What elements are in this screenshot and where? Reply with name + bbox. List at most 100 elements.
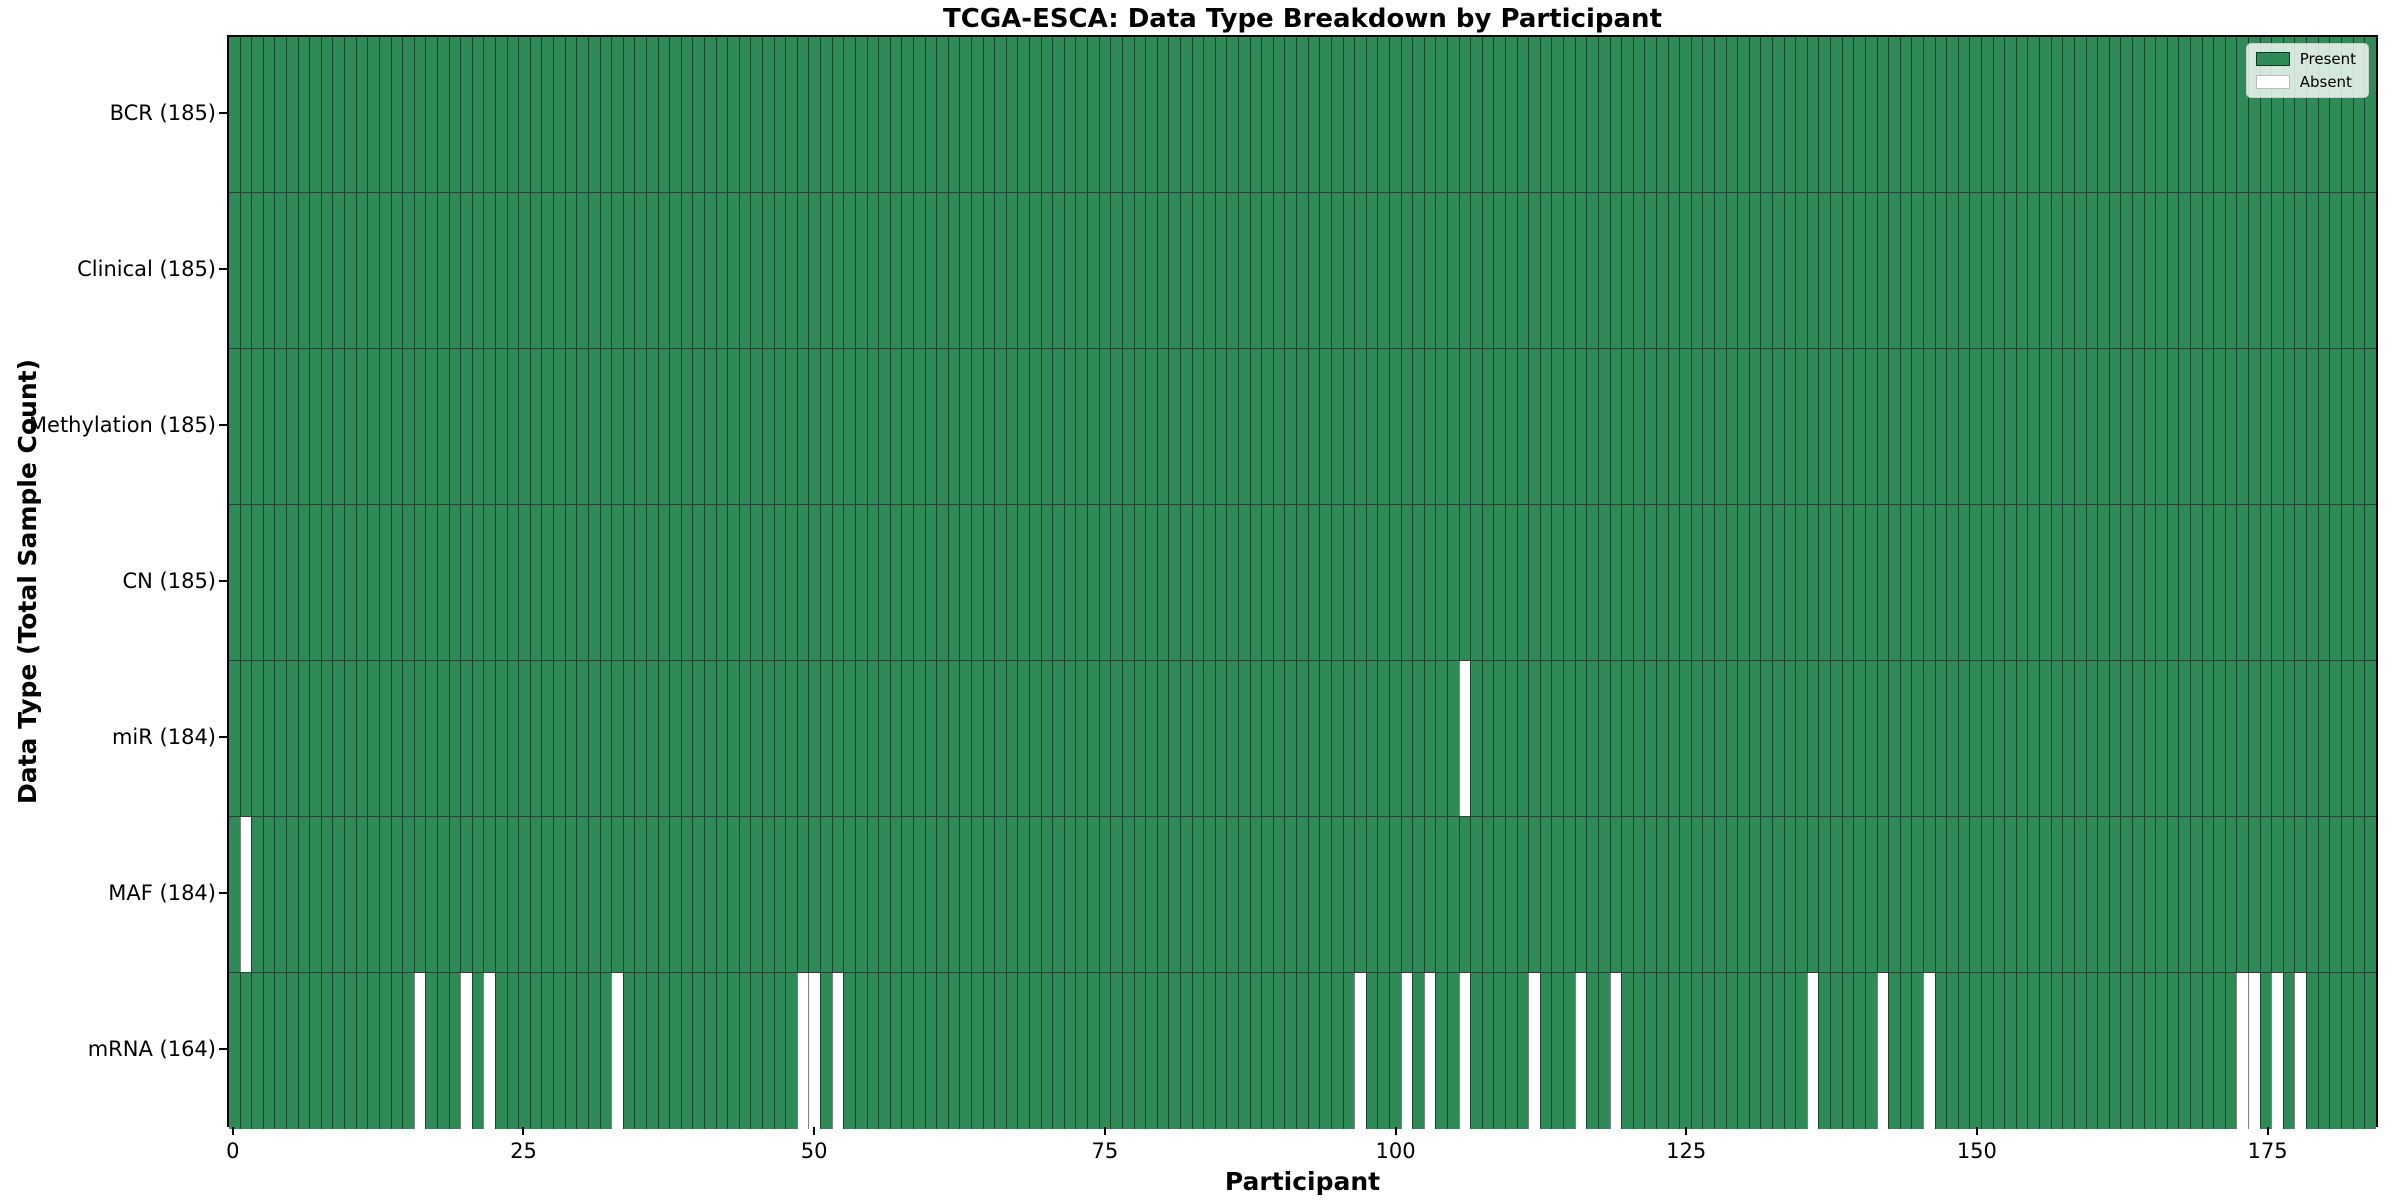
cell-BCR-22 bbox=[483, 37, 496, 192]
cell-mRNA-162 bbox=[2108, 973, 2121, 1129]
cell-Clinical-72 bbox=[1063, 193, 1076, 348]
cell-Clinical-57 bbox=[889, 193, 902, 348]
cell-mRNA-25 bbox=[518, 973, 530, 1129]
cell-MAF-57 bbox=[889, 817, 902, 972]
cell-MAF-44 bbox=[738, 817, 751, 972]
cell-mRNA-167 bbox=[2166, 973, 2179, 1129]
cell-BCR-31 bbox=[587, 37, 600, 192]
cell-Clinical-146 bbox=[1922, 193, 1935, 348]
cell-mRNA-88 bbox=[1249, 973, 1262, 1129]
cell-MAF-39 bbox=[680, 817, 693, 972]
cell-Clinical-139 bbox=[1841, 193, 1854, 348]
cell-MAF-183 bbox=[2352, 817, 2365, 972]
cell-Methylation-85 bbox=[1214, 349, 1227, 504]
cell-CN-37 bbox=[657, 505, 670, 660]
cell-MAF-51 bbox=[820, 817, 832, 972]
cell-CN-42 bbox=[715, 505, 728, 660]
cell-MAF-125 bbox=[1679, 817, 1691, 972]
cell-Methylation-137 bbox=[1818, 349, 1831, 504]
cell-Clinical-70 bbox=[1040, 193, 1053, 348]
cell-CN-184 bbox=[2364, 505, 2376, 660]
cell-miR-37 bbox=[657, 661, 670, 816]
cell-mRNA-34 bbox=[622, 973, 635, 1129]
cell-Clinical-60 bbox=[924, 193, 937, 348]
cell-Clinical-151 bbox=[1981, 193, 1993, 348]
cell-mRNA-121 bbox=[1632, 973, 1645, 1129]
cell-Methylation-49 bbox=[796, 349, 809, 504]
cell-Clinical-45 bbox=[750, 193, 763, 348]
row-Methylation bbox=[229, 349, 2376, 505]
cell-mRNA-109 bbox=[1493, 973, 1506, 1129]
cell-mRNA-168 bbox=[2178, 973, 2190, 1129]
cell-mRNA-47 bbox=[773, 973, 786, 1129]
cell-MAF-99 bbox=[1377, 817, 1389, 972]
cell-Clinical-110 bbox=[1505, 193, 1517, 348]
cell-Methylation-86 bbox=[1226, 349, 1239, 504]
cell-Methylation-133 bbox=[1772, 349, 1784, 504]
cell-Methylation-61 bbox=[936, 349, 948, 504]
cell-MAF-11 bbox=[355, 817, 368, 972]
cell-CN-35 bbox=[634, 505, 646, 660]
xtick-mark-50 bbox=[813, 1127, 816, 1135]
cell-Clinical-84 bbox=[1203, 193, 1215, 348]
cell-BCR-11 bbox=[355, 37, 368, 192]
cell-mRNA-0 bbox=[229, 973, 240, 1129]
cell-Clinical-174 bbox=[2248, 193, 2260, 348]
cell-miR-14 bbox=[390, 661, 403, 816]
cell-MAF-146 bbox=[1922, 817, 1935, 972]
cell-miR-156 bbox=[2039, 661, 2051, 816]
cell-MAF-23 bbox=[495, 817, 507, 972]
cell-Clinical-79 bbox=[1145, 193, 1157, 348]
cell-CN-70 bbox=[1040, 505, 1053, 660]
cell-BCR-148 bbox=[1946, 37, 1958, 192]
cell-mRNA-174 bbox=[2248, 973, 2260, 1129]
cell-MAF-33 bbox=[611, 817, 623, 972]
cell-Clinical-11 bbox=[355, 193, 368, 348]
cell-miR-111 bbox=[1516, 661, 1529, 816]
cell-CN-55 bbox=[866, 505, 879, 660]
cell-Methylation-169 bbox=[2189, 349, 2202, 504]
cell-BCR-94 bbox=[1319, 37, 1331, 192]
cell-Clinical-24 bbox=[506, 193, 519, 348]
cell-Clinical-142 bbox=[1876, 193, 1889, 348]
cell-Clinical-32 bbox=[599, 193, 612, 348]
cell-mRNA-4 bbox=[274, 973, 287, 1129]
cell-MAF-114 bbox=[1551, 817, 1564, 972]
cell-Methylation-62 bbox=[947, 349, 960, 504]
cell-MAF-174 bbox=[2248, 817, 2260, 972]
cell-Clinical-168 bbox=[2178, 193, 2190, 348]
xtick-label-25: 25 bbox=[510, 1139, 537, 1163]
cell-Clinical-66 bbox=[994, 193, 1006, 348]
cell-miR-172 bbox=[2224, 661, 2237, 816]
cell-mRNA-140 bbox=[1853, 973, 1865, 1129]
cell-mRNA-60 bbox=[924, 973, 937, 1129]
cell-mRNA-68 bbox=[1017, 973, 1030, 1129]
cell-Methylation-65 bbox=[982, 349, 995, 504]
cell-BCR-150 bbox=[1969, 37, 1982, 192]
cell-mRNA-78 bbox=[1133, 973, 1146, 1129]
cell-miR-160 bbox=[2085, 661, 2098, 816]
cell-Clinical-176 bbox=[2271, 193, 2283, 348]
cell-Clinical-155 bbox=[2027, 193, 2040, 348]
cell-mRNA-161 bbox=[2097, 973, 2109, 1129]
cell-MAF-121 bbox=[1632, 817, 1645, 972]
cell-mRNA-130 bbox=[1737, 973, 1749, 1129]
cell-BCR-183 bbox=[2352, 37, 2365, 192]
cell-MAF-138 bbox=[1830, 817, 1842, 972]
cell-Clinical-120 bbox=[1621, 193, 1633, 348]
cell-MAF-89 bbox=[1261, 817, 1273, 972]
cell-CN-129 bbox=[1725, 505, 1738, 660]
cell-Clinical-76 bbox=[1110, 193, 1122, 348]
cell-mRNA-37 bbox=[657, 973, 670, 1129]
cell-miR-174 bbox=[2248, 661, 2260, 816]
cell-miR-115 bbox=[1563, 661, 1575, 816]
cell-Methylation-176 bbox=[2271, 349, 2283, 504]
cell-mRNA-41 bbox=[703, 973, 716, 1129]
cell-MAF-105 bbox=[1446, 817, 1459, 972]
cell-mRNA-160 bbox=[2085, 973, 2098, 1129]
cell-MAF-118 bbox=[1597, 817, 1610, 972]
cell-Clinical-54 bbox=[854, 193, 867, 348]
cell-Clinical-9 bbox=[332, 193, 345, 348]
cell-MAF-88 bbox=[1249, 817, 1262, 972]
cell-Clinical-71 bbox=[1052, 193, 1064, 348]
